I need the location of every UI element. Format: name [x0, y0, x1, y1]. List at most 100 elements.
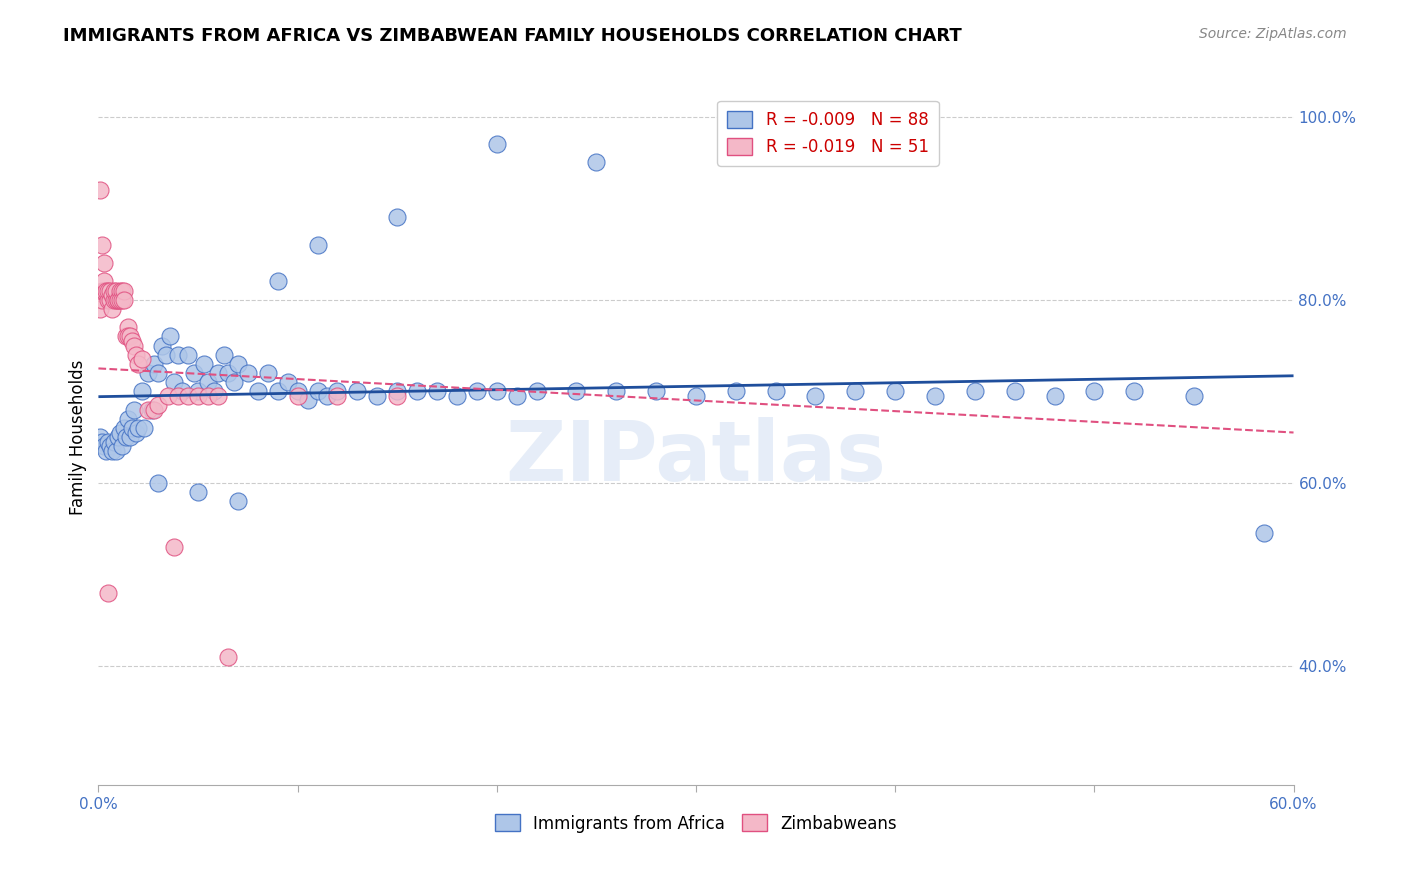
Point: [125, 425, 148, 440]
Point: [143, 402, 166, 417]
Point: [131, 352, 153, 367]
Point: [236, 366, 259, 380]
Point: [346, 384, 368, 399]
Point: [446, 389, 468, 403]
Point: [103, 293, 125, 307]
Point: [93, 284, 115, 298]
Text: Source: ZipAtlas.com: Source: ZipAtlas.com: [1199, 27, 1347, 41]
Point: [226, 494, 249, 508]
Point: [148, 398, 170, 412]
Point: [287, 384, 309, 399]
Point: [112, 284, 135, 298]
Point: [163, 540, 186, 554]
Point: [98, 293, 122, 307]
Point: [506, 389, 529, 403]
Point: [177, 348, 200, 362]
Point: [526, 384, 548, 399]
Point: [385, 211, 409, 225]
Legend: Immigrants from Africa, Zimbabweans: Immigrants from Africa, Zimbabweans: [488, 808, 904, 839]
Point: [105, 443, 128, 458]
Point: [115, 329, 138, 343]
Point: [605, 384, 627, 399]
Point: [1253, 526, 1275, 541]
Point: [217, 366, 239, 380]
Point: [222, 375, 245, 389]
Point: [117, 411, 139, 425]
Point: [326, 389, 349, 403]
Point: [157, 389, 180, 403]
Point: [136, 402, 159, 417]
Point: [187, 485, 209, 500]
Point: [167, 389, 190, 403]
Point: [148, 366, 170, 380]
Point: [277, 375, 299, 389]
Point: [177, 389, 200, 403]
Point: [765, 384, 787, 399]
Point: [385, 389, 409, 403]
Point: [256, 366, 278, 380]
Point: [103, 284, 125, 298]
Point: [141, 402, 163, 417]
Point: [150, 338, 173, 352]
Point: [101, 288, 124, 302]
Point: [316, 389, 339, 403]
Point: [131, 384, 153, 399]
Point: [110, 284, 132, 298]
Point: [197, 389, 219, 403]
Point: [426, 384, 449, 399]
Point: [1043, 389, 1066, 403]
Point: [148, 475, 170, 490]
Point: [1182, 389, 1205, 403]
Point: [97, 293, 120, 307]
Point: [307, 237, 329, 252]
Point: [326, 384, 349, 399]
Point: [97, 284, 120, 298]
Point: [565, 384, 588, 399]
Point: [107, 430, 129, 444]
Point: [724, 384, 747, 399]
Point: [117, 320, 139, 334]
Point: [111, 439, 134, 453]
Point: [143, 357, 166, 371]
Point: [163, 375, 186, 389]
Point: [107, 293, 129, 307]
Point: [97, 434, 120, 449]
Point: [89, 183, 111, 197]
Point: [111, 284, 134, 298]
Point: [105, 293, 128, 307]
Point: [212, 348, 235, 362]
Point: [89, 301, 111, 316]
Point: [93, 256, 115, 270]
Y-axis label: Family Households: Family Households: [69, 359, 87, 515]
Point: [1083, 384, 1105, 399]
Point: [1123, 384, 1146, 399]
Point: [124, 338, 146, 352]
Point: [202, 384, 225, 399]
Point: [267, 384, 290, 399]
Point: [127, 357, 149, 371]
Point: [98, 284, 122, 298]
Point: [297, 393, 319, 408]
Point: [884, 384, 907, 399]
Point: [465, 384, 488, 399]
Point: [97, 585, 120, 599]
Text: ZIPatlas: ZIPatlas: [506, 417, 886, 499]
Point: [125, 348, 148, 362]
Point: [187, 384, 209, 399]
Point: [924, 389, 946, 403]
Point: [207, 366, 229, 380]
Point: [91, 284, 114, 298]
Point: [844, 384, 866, 399]
Point: [217, 649, 239, 664]
Point: [103, 434, 125, 449]
Point: [112, 293, 135, 307]
Point: [585, 155, 607, 169]
Point: [98, 439, 122, 453]
Point: [111, 293, 134, 307]
Point: [1004, 384, 1026, 399]
Point: [193, 357, 215, 371]
Point: [93, 275, 115, 289]
Point: [107, 293, 129, 307]
Point: [110, 293, 132, 307]
Point: [121, 421, 143, 435]
